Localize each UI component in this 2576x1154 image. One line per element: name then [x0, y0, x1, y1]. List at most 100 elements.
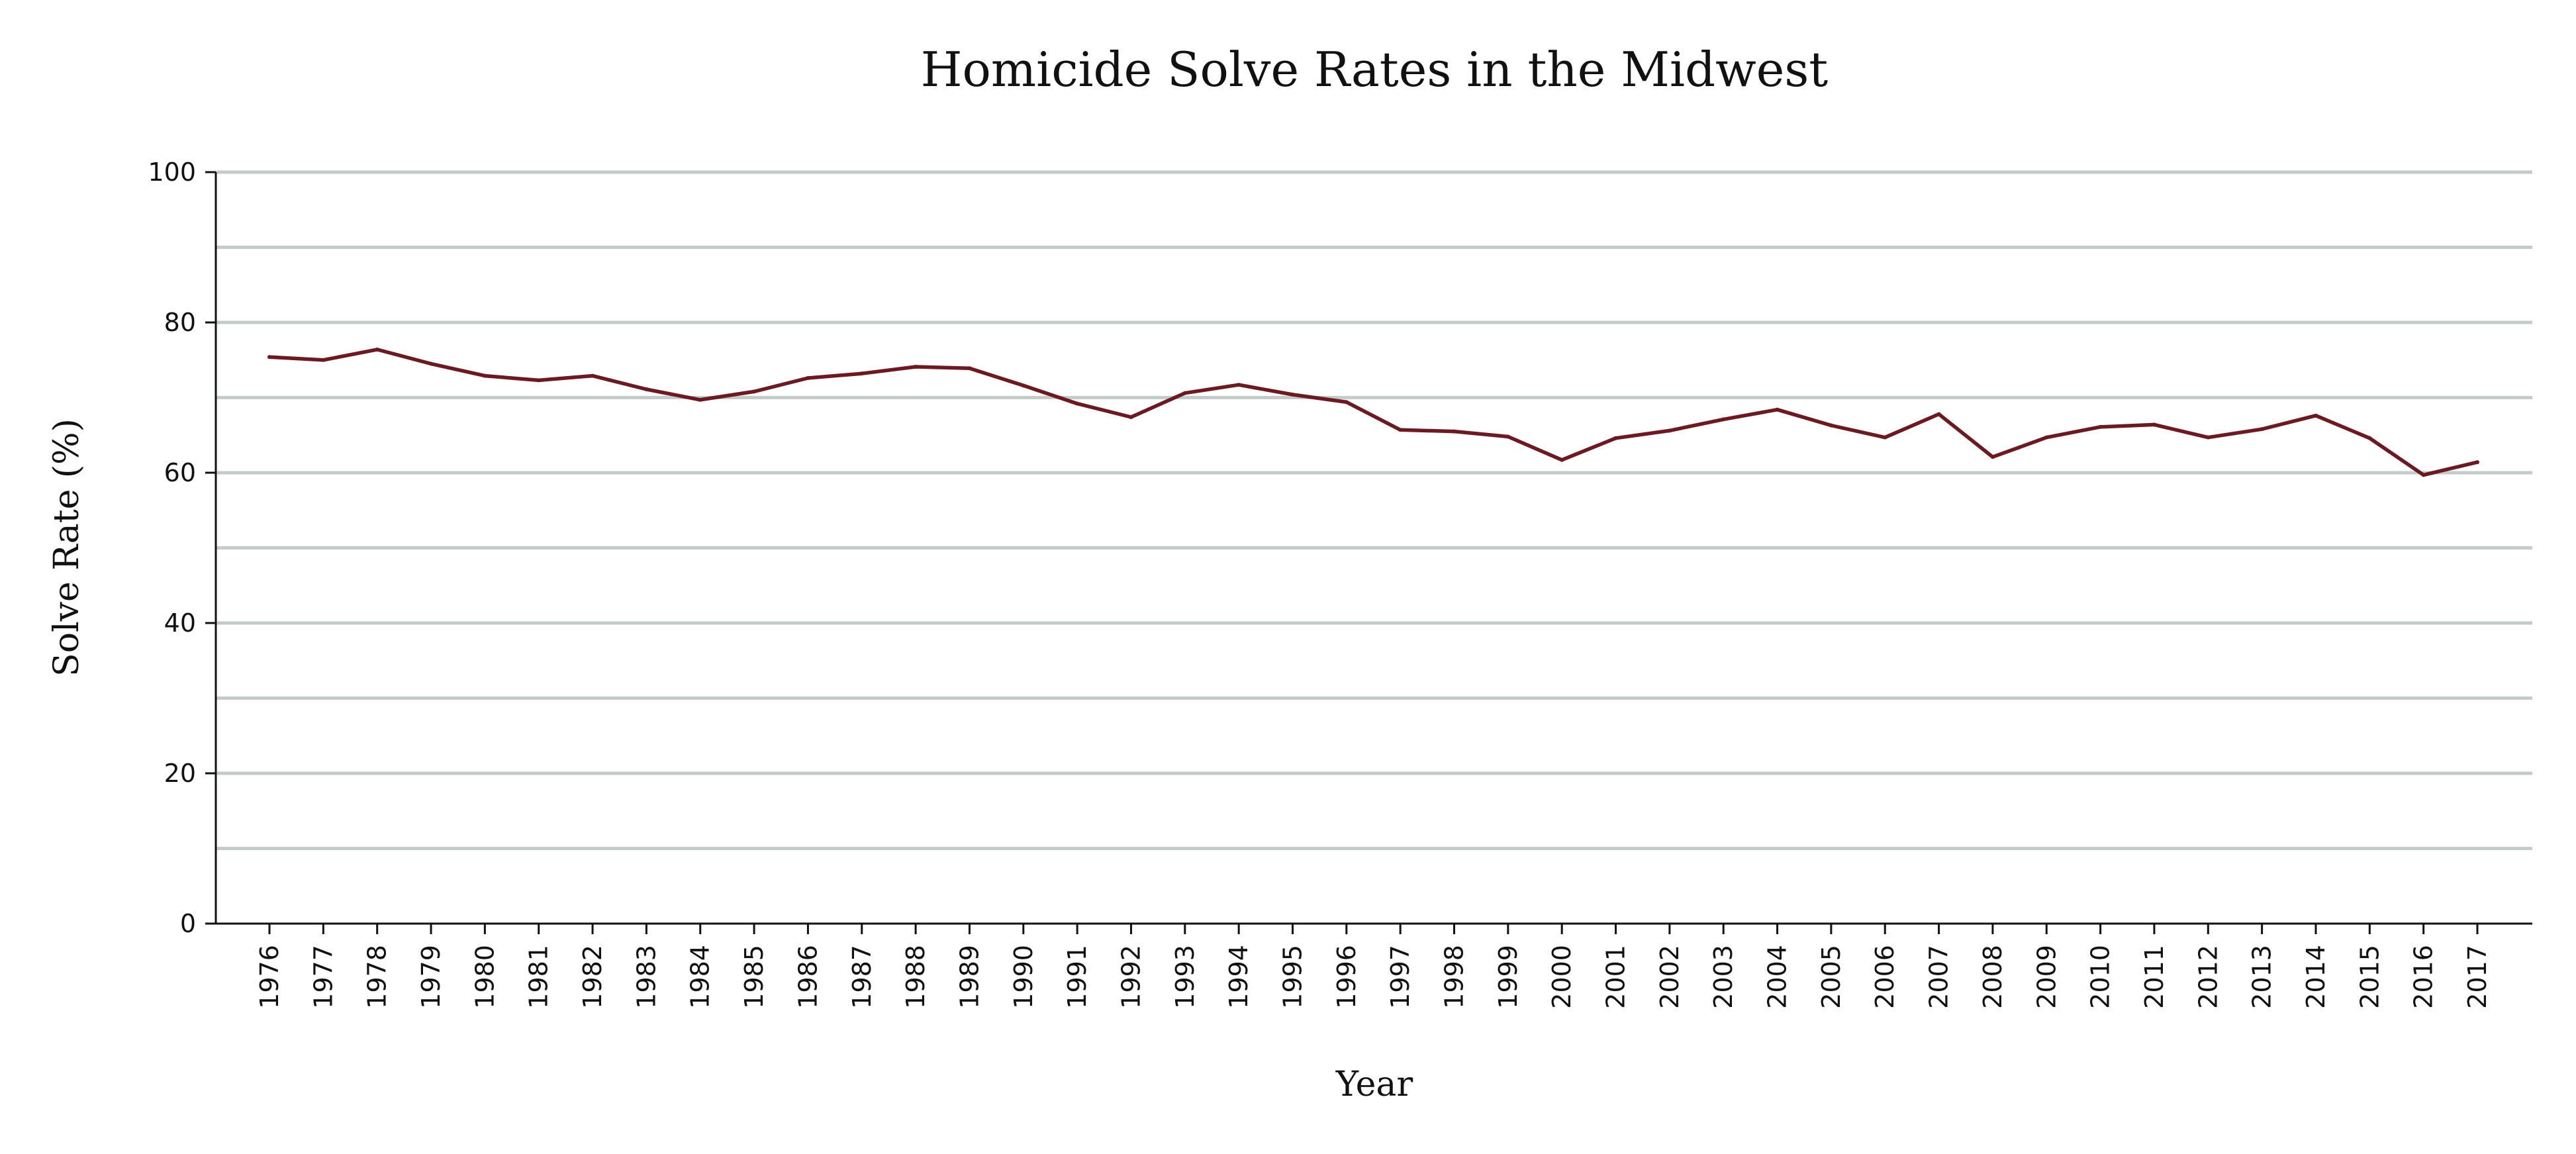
y-tick-label: 100 — [148, 158, 196, 187]
x-tick-label: 1993 — [1170, 945, 1200, 1009]
data-point-1984 — [698, 397, 702, 402]
x-axis-ticks: 1976 1977 1978 1979 1980 1981 1982 1983 1984 1985… — [255, 924, 2492, 1009]
y-axis-title: Solve Rate (%) — [47, 418, 87, 677]
x-tick-label: 2017 — [2463, 945, 2492, 1009]
data-point-1992 — [1129, 415, 1133, 420]
data-point-1988 — [914, 364, 918, 369]
x-tick-label: 2001 — [1601, 945, 1631, 1009]
data-point-2002 — [1667, 428, 1672, 433]
x-tick-label: 1976 — [255, 945, 284, 1009]
x-tick-label: 1978 — [363, 945, 392, 1009]
x-tick-label: 1984 — [686, 945, 715, 1009]
series-lines — [267, 347, 2479, 477]
x-axis-title: Year — [1335, 1065, 1413, 1104]
x-tick-label: 2005 — [1817, 945, 1846, 1009]
data-point-1994 — [1237, 383, 1241, 387]
x-tick-label: 2011 — [2140, 945, 2169, 1009]
data-point-1983 — [644, 387, 649, 392]
x-tick-label: 2012 — [2193, 945, 2222, 1009]
x-tick-label: 1999 — [1494, 945, 1523, 1009]
data-point-1999 — [1505, 434, 1510, 439]
data-point-1993 — [1182, 391, 1187, 395]
x-tick-label: 2002 — [1655, 945, 1684, 1009]
data-point-1987 — [859, 371, 864, 376]
data-point-2008 — [1990, 455, 1995, 459]
data-point-2017 — [2475, 460, 2479, 465]
x-tick-label: 2000 — [1547, 945, 1576, 1009]
data-point-1990 — [1021, 383, 1026, 388]
data-point-1989 — [967, 366, 972, 371]
y-tick-label: 80 — [164, 308, 196, 337]
gridlines — [216, 170, 2532, 850]
y-tick-label: 60 — [164, 458, 196, 487]
data-point-2000 — [1560, 457, 1564, 462]
data-point-1985 — [752, 389, 757, 394]
x-tick-label: 1987 — [847, 945, 877, 1009]
data-point-2014 — [2313, 413, 2318, 418]
data-point-2012 — [2206, 435, 2211, 440]
data-point-2003 — [1721, 417, 1726, 422]
x-tick-label: 2013 — [2248, 945, 2277, 1009]
x-tick-label: 2007 — [1925, 945, 1954, 1009]
data-point-1980 — [483, 373, 487, 378]
data-point-2006 — [1883, 435, 1887, 440]
data-point-1977 — [321, 358, 326, 362]
x-tick-label: 1981 — [524, 945, 553, 1009]
data-point-2016 — [2421, 473, 2426, 477]
data-point-1976 — [267, 355, 271, 360]
x-tick-label: 1989 — [955, 945, 984, 1009]
data-point-2011 — [2152, 422, 2156, 427]
y-tick-label: 40 — [164, 608, 196, 638]
x-tick-label: 1988 — [901, 945, 930, 1009]
x-tick-label: 2008 — [1978, 945, 2007, 1009]
x-tick-label: 2010 — [2086, 945, 2115, 1009]
x-tick-label: 2009 — [2032, 945, 2061, 1009]
y-tick-label: 20 — [164, 759, 196, 788]
x-tick-label: 1992 — [1116, 945, 1145, 1009]
x-tick-label: 2015 — [2355, 945, 2384, 1009]
data-point-1982 — [591, 373, 595, 378]
data-point-1978 — [375, 347, 379, 352]
data-point-2013 — [2260, 427, 2264, 432]
x-tick-label: 1991 — [1063, 945, 1092, 1009]
x-tick-label: 1979 — [416, 945, 446, 1009]
data-point-2010 — [2098, 424, 2103, 429]
x-tick-label: 1986 — [793, 945, 822, 1009]
x-tick-label: 1997 — [1386, 945, 1415, 1009]
data-point-1991 — [1075, 401, 1080, 406]
data-point-1981 — [536, 378, 541, 383]
x-tick-label: 2004 — [1763, 945, 1792, 1009]
x-tick-label: 1983 — [632, 945, 661, 1009]
data-point-2007 — [1936, 412, 1941, 416]
x-tick-label: 2016 — [2409, 945, 2438, 1009]
data-point-2005 — [1829, 423, 1833, 428]
x-tick-label: 1977 — [309, 945, 338, 1009]
data-point-2004 — [1775, 407, 1780, 412]
x-tick-label: 1990 — [1009, 945, 1038, 1009]
data-point-1986 — [806, 375, 810, 380]
x-tick-label: 1994 — [1224, 945, 1253, 1009]
x-tick-label: 2003 — [1709, 945, 1738, 1009]
axes — [215, 172, 2532, 925]
data-point-1997 — [1398, 428, 1403, 432]
x-tick-label: 1985 — [739, 945, 769, 1009]
x-tick-label: 1982 — [578, 945, 607, 1009]
data-point-1995 — [1290, 392, 1295, 397]
x-tick-label: 1980 — [470, 945, 499, 1009]
y-tick-label: 0 — [180, 909, 196, 938]
y-axis-ticks: 0 20 40 60 80 100 — [148, 158, 216, 938]
data-point-2015 — [2367, 436, 2372, 440]
data-point-1996 — [1344, 400, 1349, 405]
x-tick-label: 1996 — [1332, 945, 1361, 1009]
x-tick-label: 1995 — [1278, 945, 1307, 1009]
data-point-1998 — [1452, 429, 1456, 434]
x-tick-label: 1998 — [1440, 945, 1469, 1009]
data-point-2001 — [1613, 436, 1618, 440]
data-point-1979 — [429, 361, 434, 366]
chart-title: Homicide Solve Rates in the Midwest — [921, 42, 1829, 97]
series-line-0 — [267, 348, 2479, 477]
data-point-2009 — [2044, 435, 2049, 440]
x-tick-label: 2006 — [1870, 945, 1899, 1009]
x-tick-label: 2014 — [2301, 945, 2330, 1009]
